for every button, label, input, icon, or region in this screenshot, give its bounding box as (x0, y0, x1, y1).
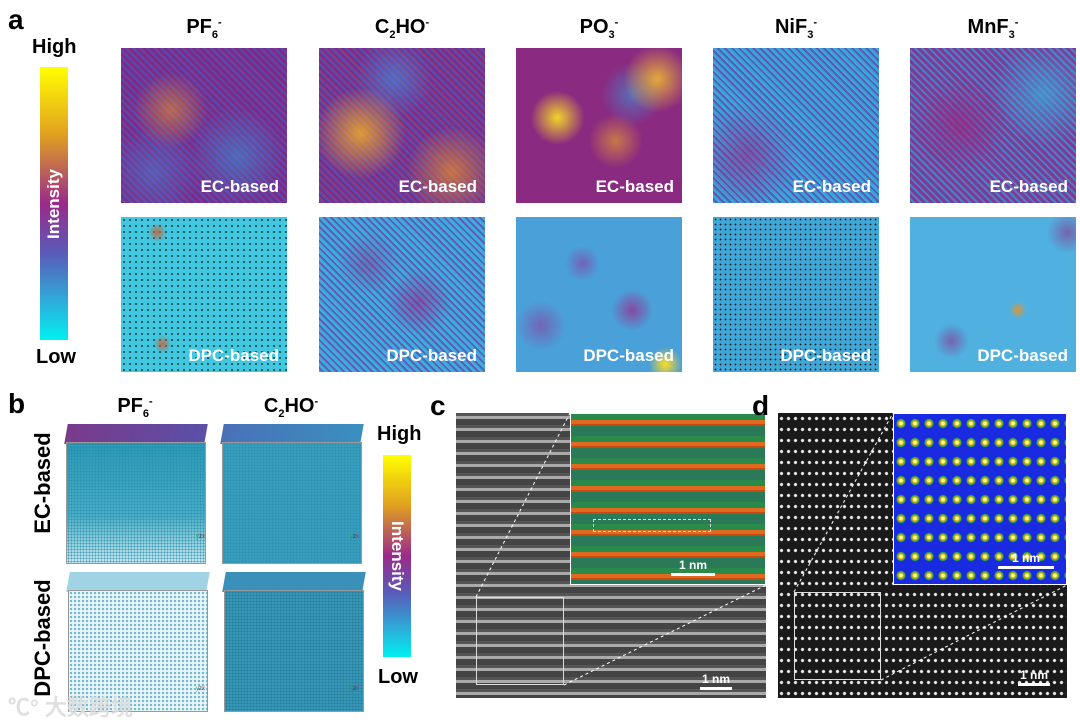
column-title-po3: PO3- (579, 16, 619, 41)
map-nif3-dpc: DPC-based (713, 217, 879, 372)
colorbar-b-high-label: High (377, 423, 422, 445)
zoom-guide-lines (793, 413, 1067, 681)
panel-d-label: d (752, 390, 770, 421)
axis-triad-icon: yzx (350, 686, 359, 692)
column-title-c2ho-3d: C2HO- (263, 395, 319, 420)
colored-inset-c: 1 nm (570, 413, 766, 585)
panel-b-label: b (8, 388, 26, 419)
axis-triad-icon: yzx (350, 534, 359, 540)
zoom-region-box (794, 592, 881, 680)
scale-bar-inset-d: 1 nm (998, 551, 1054, 569)
panel-c-label: c (430, 390, 446, 421)
colorbar-b-low-label: Low (378, 666, 418, 688)
intensity-colorbar-b: Intensity (383, 455, 411, 657)
scale-bar-d: 1 nm (1018, 668, 1050, 686)
colorbar-title: Intensity (44, 168, 63, 239)
map-pf6-ec: EC-based (121, 48, 287, 203)
column-title-mnf3: MnF3- (967, 16, 1019, 41)
map-c2ho-dpc: DPC-based (319, 217, 485, 372)
map-po3-dpc: DPC-based (516, 217, 682, 372)
cube-c2ho-dpc (222, 572, 369, 712)
zoom-region-box (476, 597, 564, 685)
column-title-nif3: NiF3- (774, 16, 817, 41)
colored-inset-d: 1 nm (893, 413, 1067, 585)
map-mnf3-dpc: DPC-based (910, 217, 1076, 372)
map-nif3-ec: EC-based (713, 48, 879, 203)
axis-triad-icon: yzx (196, 534, 205, 540)
scale-bar-inset-c: 1 nm (671, 558, 715, 576)
column-title-c2ho: C2HO- (374, 16, 430, 41)
map-po3-ec: EC-based (516, 48, 682, 203)
zoom-guide-lines (475, 413, 766, 686)
dashed-region-box (593, 519, 711, 532)
map-pf6-dpc: DPC-based (121, 217, 287, 372)
scale-bar-c: 1 nm (700, 672, 732, 690)
colorbar-high-label: High (32, 36, 77, 58)
column-title-pf6: PF6- (186, 16, 222, 41)
cube-pf6-ec (64, 424, 211, 564)
column-title-pf6-3d: PF6- (117, 395, 153, 420)
watermark: ℃° 大数跨境 (8, 695, 133, 720)
panel-a-label: a (8, 4, 24, 35)
map-c2ho-ec: EC-based (319, 48, 485, 203)
row-label-dpc: DPC-based (30, 579, 55, 697)
row-label-ec: EC-based (30, 432, 55, 534)
axis-triad-icon: yzx (196, 686, 205, 692)
cube-c2ho-ec (220, 424, 367, 564)
colorbar-low-label: Low (36, 346, 76, 368)
intensity-colorbar: Intensity (40, 67, 68, 340)
cube-pf6-dpc (66, 572, 213, 712)
colorbar-b-title: Intensity (388, 521, 407, 591)
map-mnf3-ec: EC-based (910, 48, 1076, 203)
